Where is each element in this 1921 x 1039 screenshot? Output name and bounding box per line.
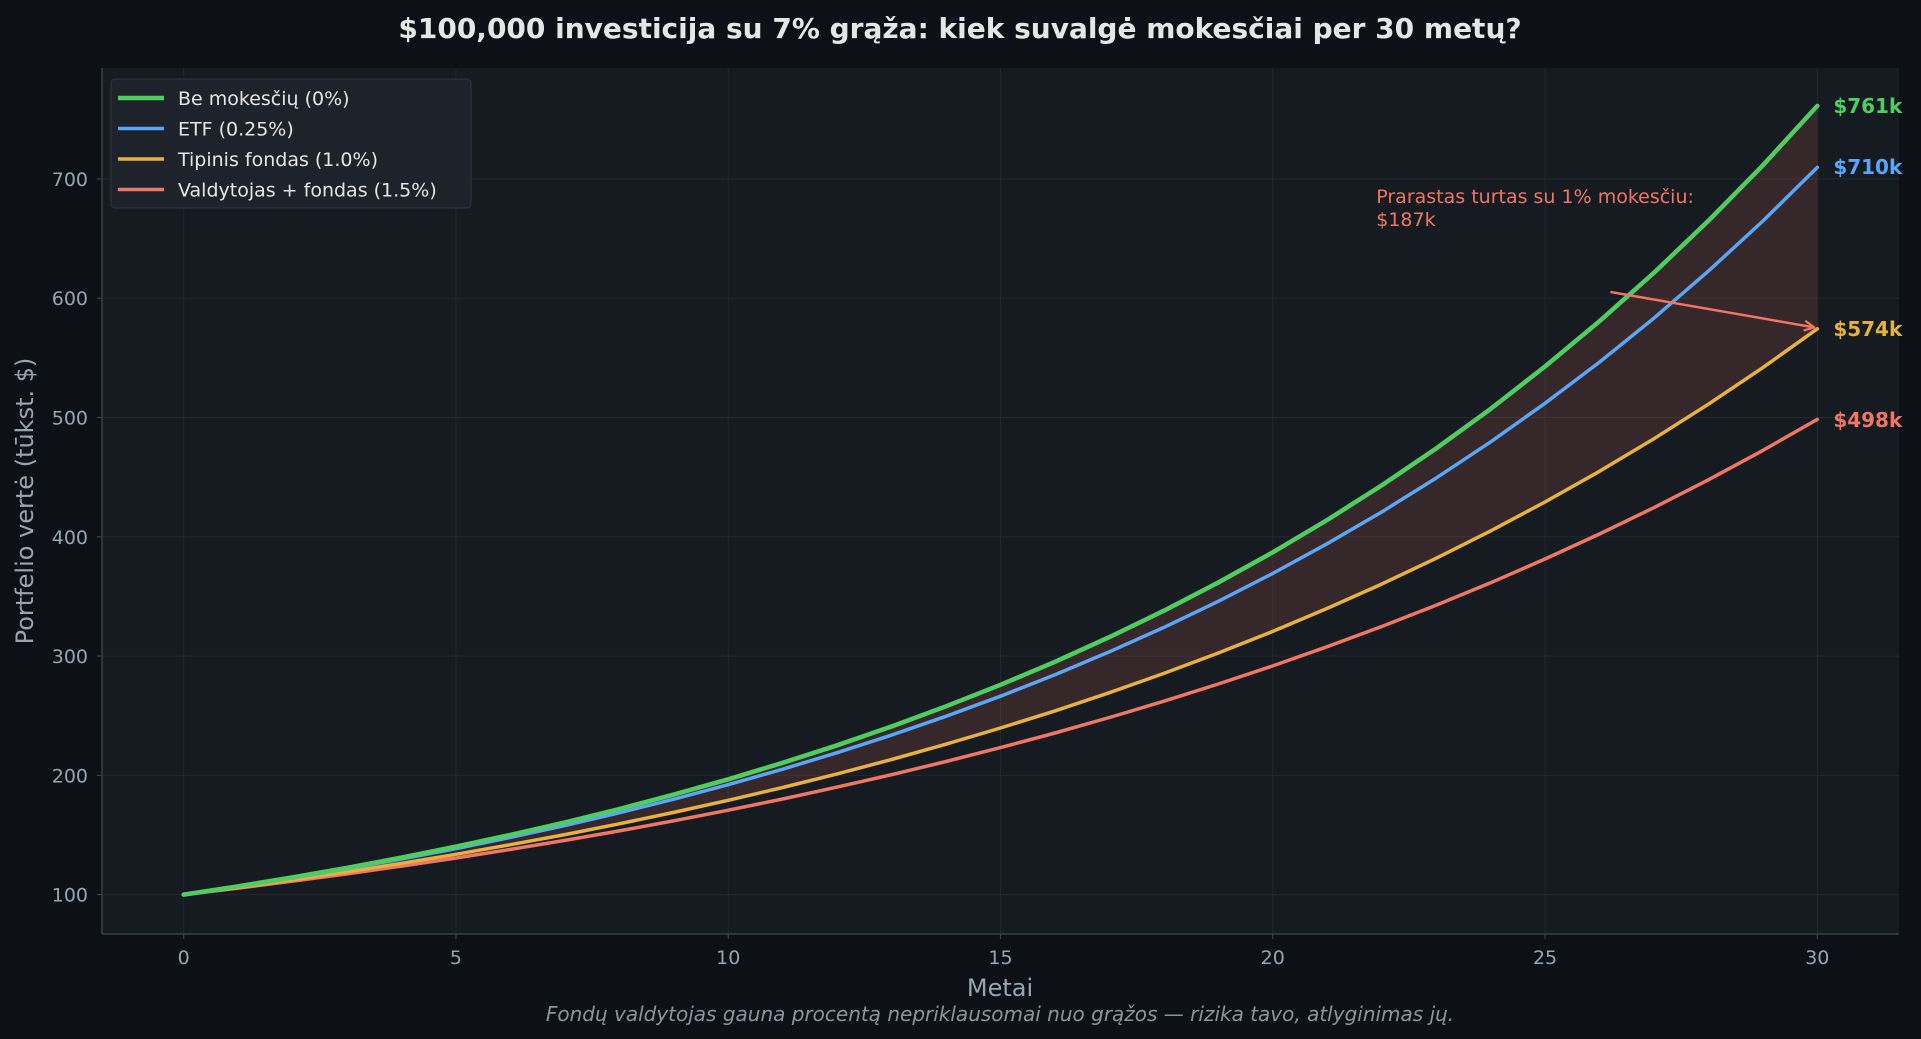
grid xyxy=(102,68,1899,934)
legend: Be mokesčių (0%) ETF (0.25%) Tipinis fonda… xyxy=(110,78,472,209)
end-value-label: $574k xyxy=(1833,317,1903,341)
x-tick-label: 20 xyxy=(1261,947,1285,969)
x-axis-title: Metai xyxy=(967,974,1033,1002)
x-tick-label: 5 xyxy=(450,947,462,969)
y-tick-label: 300 xyxy=(52,646,88,668)
x-tick-label: 0 xyxy=(178,947,190,969)
end-labels: $761k $710k $574k $498k xyxy=(1833,94,1903,432)
legend-label: Valdytojas + fondas (1.5%) xyxy=(178,180,437,202)
legend-label: ETF (0.25%) xyxy=(178,119,294,141)
legend-box xyxy=(110,78,472,209)
legend-label: Tipinis fondas (1.0%) xyxy=(177,149,378,171)
annotation-text: Prarastas turtas su 1% mokesčiu: xyxy=(1376,186,1694,208)
series-line-2 xyxy=(181,327,1820,897)
annotation-arrow xyxy=(1610,290,1813,327)
ticks: 0 5 10 15 20 25 30 100 200 300 400 500 600 700 xyxy=(52,169,1830,969)
y-tick-label: 200 xyxy=(52,765,88,787)
end-value-label: $761k xyxy=(1833,94,1903,118)
chart-caption: Fondų valdytojas gauna procentą neprikla… xyxy=(546,1002,1454,1026)
y-axis-title: Portfelio vertė (tūkst. $) xyxy=(11,358,39,645)
y-tick-label: 400 xyxy=(52,527,88,549)
y-tick-label: 700 xyxy=(52,169,88,191)
legend-items: Be mokesčių (0%) ETF (0.25%) Tipinis fonda… xyxy=(118,88,437,202)
fill-layer xyxy=(183,105,1818,895)
y-tick-label: 500 xyxy=(52,408,88,430)
y-tick-label: 100 xyxy=(52,885,88,907)
series-layer xyxy=(181,103,1820,897)
legend-label: Be mokesčių (0%) xyxy=(178,88,350,110)
end-value-label: $498k xyxy=(1833,408,1903,432)
end-value-label: $710k xyxy=(1833,155,1903,179)
x-tick-label: 25 xyxy=(1533,947,1557,969)
x-tick-label: 30 xyxy=(1805,947,1829,969)
chart-title: $100,000 investicija su 7% grąža: kiek s… xyxy=(398,12,1521,45)
y-tick-label: 600 xyxy=(52,288,88,310)
x-tick-label: 10 xyxy=(716,947,740,969)
fee-loss-area xyxy=(183,105,1818,895)
series-line-0 xyxy=(181,103,1820,897)
x-tick-label: 15 xyxy=(988,947,1012,969)
annotation: Prarastas turtas su 1% mokesčiu:$187k xyxy=(1376,186,1813,327)
annotation-text: $187k xyxy=(1376,209,1435,231)
series-line-3 xyxy=(181,417,1820,897)
